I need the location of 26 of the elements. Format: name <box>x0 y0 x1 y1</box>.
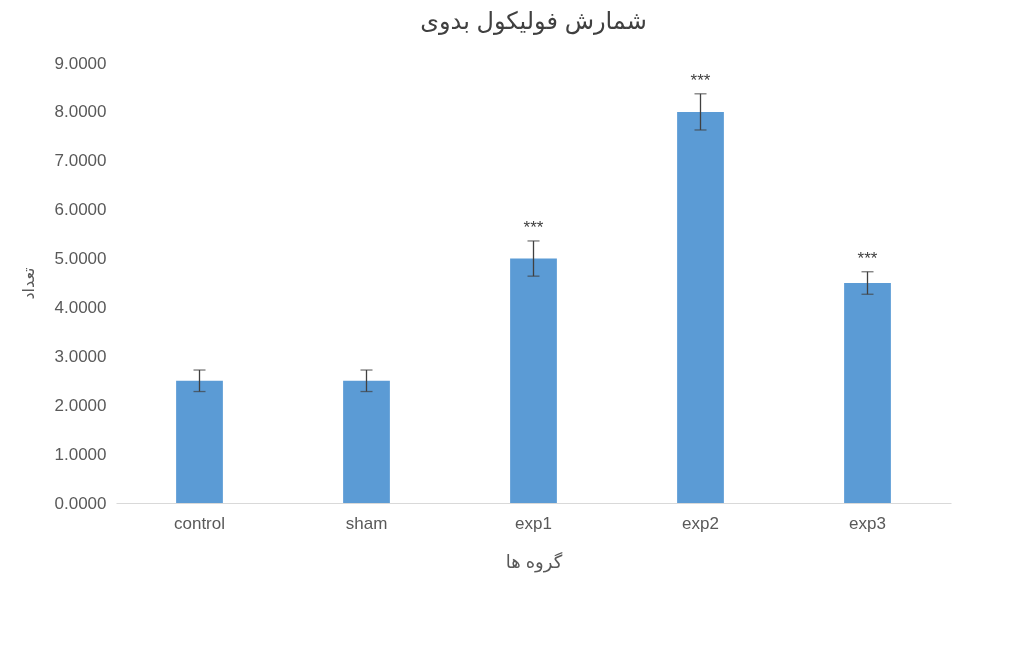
y-tick-label: 5.0000 <box>54 249 107 269</box>
x-axis-title: گروه ها <box>505 550 563 573</box>
bar <box>677 111 724 503</box>
y-tick-label: 1.0000 <box>54 444 107 464</box>
bar <box>510 258 557 503</box>
x-tick-label: exp1 <box>515 513 552 533</box>
y-tick-label: 7.0000 <box>54 151 107 171</box>
y-tick-label: 2.0000 <box>54 395 107 415</box>
y-tick-label: 3.0000 <box>54 346 107 366</box>
y-tick-label: 8.0000 <box>54 102 107 122</box>
bar <box>343 380 390 503</box>
y-tick-label: 6.0000 <box>54 200 107 220</box>
x-tick-label: sham <box>345 513 388 533</box>
y-tick-label: 9.0000 <box>54 53 107 73</box>
annotation: *** <box>857 248 878 268</box>
chart-title: شمارش فولیکول بدوی <box>420 7 647 35</box>
x-tick-label: exp3 <box>849 513 886 533</box>
y-tick-label: 4.0000 <box>54 297 107 317</box>
bar <box>176 380 223 503</box>
x-tick-label: control <box>173 513 226 533</box>
bar <box>844 283 891 503</box>
annotation: *** <box>523 217 544 237</box>
y-axis-title: تعداد <box>19 267 37 300</box>
y-tick-label: 0.0000 <box>54 493 107 513</box>
annotation: *** <box>690 70 711 90</box>
x-tick-label: exp2 <box>682 513 719 533</box>
